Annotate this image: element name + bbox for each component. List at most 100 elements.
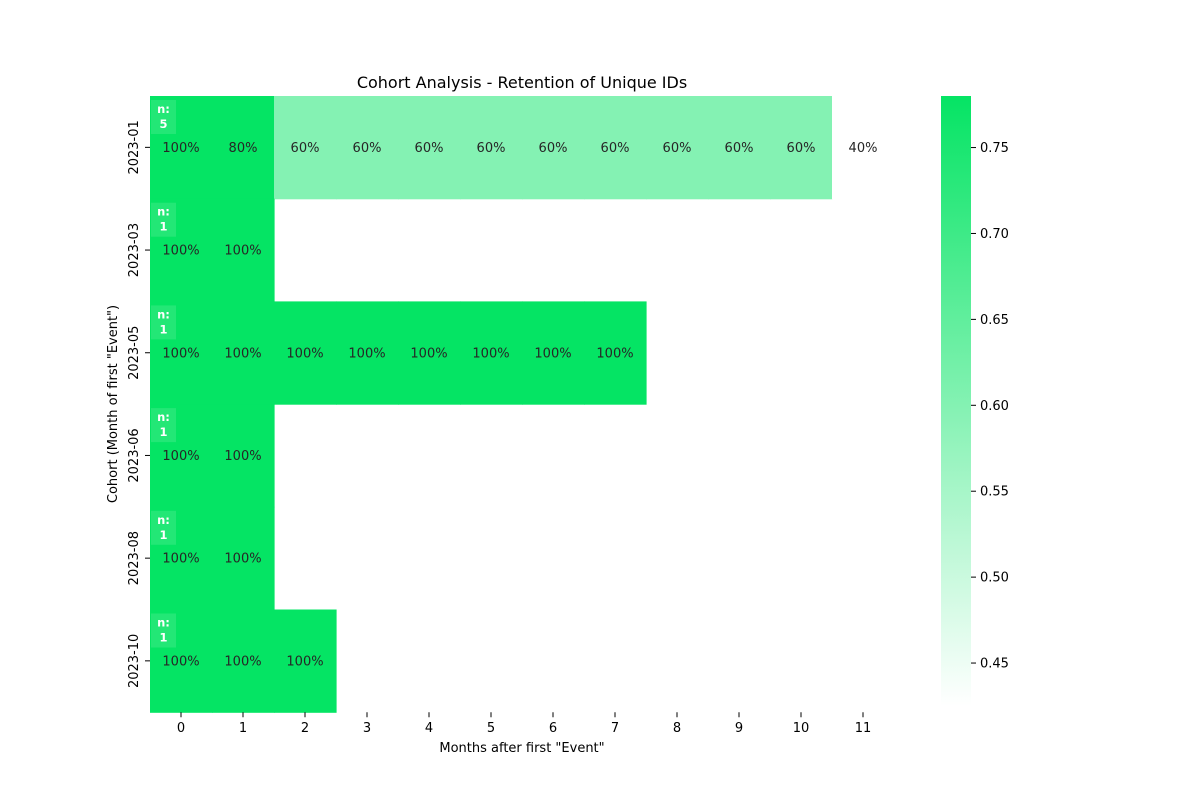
x-tick-label: 1 — [239, 721, 247, 736]
x-tick-label: 5 — [487, 721, 495, 736]
heatmap-cell — [212, 198, 275, 302]
cell-value-label: 100% — [224, 346, 261, 361]
heatmap-cell — [522, 301, 585, 405]
cell-value-label: 100% — [224, 244, 261, 259]
colorbar-tick-label: 0.55 — [980, 485, 1009, 500]
y-tick-label: 2023-03 — [127, 223, 142, 277]
colorbar-tick-label: 0.75 — [980, 141, 1009, 156]
x-tick-label: 2 — [301, 721, 309, 736]
colorbar: 0.45 0.50 0.55 0.60 0.65 0.70 0.75 — [941, 96, 1009, 706]
colorbar-tick-label: 0.65 — [980, 313, 1009, 328]
y-tick-label: 2023-05 — [127, 326, 142, 380]
cell-value-label: 100% — [286, 654, 323, 669]
cohort-size-label: 1 — [159, 631, 167, 645]
cohort-size-badge — [151, 202, 176, 237]
heatmap-cell — [212, 609, 275, 713]
cohort-size-badge — [151, 100, 176, 134]
colorbar-tick-label: 0.60 — [980, 399, 1009, 414]
cohort-size-label: n: — [157, 205, 170, 219]
cell-value-label: 100% — [224, 552, 261, 567]
cohort-size-label: 5 — [159, 117, 167, 131]
heatmap-cell — [584, 301, 647, 405]
heatmap-cell — [212, 506, 275, 611]
cohort-size-badge — [151, 510, 176, 545]
cohort-size-badge — [151, 408, 176, 443]
cohort-size-label: 1 — [159, 322, 167, 336]
heatmap-cell — [398, 96, 461, 200]
cell-value-label: 100% — [472, 346, 509, 361]
cohort-size-label: 1 — [159, 425, 167, 439]
cell-value-label: 60% — [787, 141, 816, 156]
x-tick-label: 9 — [735, 721, 743, 736]
heatmap-cell — [274, 96, 337, 200]
heatmap-cell — [274, 609, 337, 713]
cell-value-label: 60% — [539, 141, 568, 156]
heatmap-cell — [150, 609, 213, 713]
x-tick-label: 11 — [855, 721, 872, 736]
cohort-size-label: 1 — [159, 528, 167, 542]
cohort-size-label: n: — [157, 616, 170, 630]
cell-value-label: 100% — [286, 346, 323, 361]
y-axis-label: Cohort (Month of first "Event") — [106, 305, 121, 503]
heatmap-cell — [150, 404, 213, 508]
cell-value-label: 100% — [224, 654, 261, 669]
x-axis-label: Months after first "Event" — [439, 741, 604, 756]
x-tick-label: 3 — [363, 721, 371, 736]
cell-value-label: 100% — [162, 449, 199, 464]
heatmap-cells: 100% 80% 60% 60% 60% 60% 60% 60% 60% 60% 60% 40% 100… — [150, 96, 895, 713]
cell-value-label: 100% — [596, 346, 633, 361]
cell-value-label: 100% — [534, 346, 571, 361]
cell-value-label: 60% — [353, 141, 382, 156]
cell-value-label: 100% — [162, 244, 199, 259]
y-tick-label: 2023-08 — [127, 531, 142, 585]
heatmap-cell — [150, 506, 213, 611]
heatmap-cell — [646, 96, 709, 200]
cohort-size-label: n: — [157, 307, 170, 321]
cell-value-label: 60% — [601, 141, 630, 156]
heatmap-cell — [770, 96, 833, 200]
heatmap-cell — [584, 96, 647, 200]
cell-value-label: 100% — [162, 346, 199, 361]
heatmap-cell — [212, 404, 275, 508]
cohort-size-label: n: — [157, 410, 170, 424]
cell-value-label: 40% — [849, 141, 878, 156]
cohort-size-badge — [151, 305, 176, 340]
cell-value-label: 80% — [229, 141, 258, 156]
colorbar-tick-label: 0.50 — [980, 571, 1009, 586]
cell-value-label: 100% — [224, 449, 261, 464]
colorbar-tick-label: 0.70 — [980, 227, 1009, 242]
cohort-size-label: 1 — [159, 220, 167, 234]
heatmap-cell — [336, 301, 399, 405]
x-axis: 0 1 2 3 4 5 6 7 8 9 10 11 — [177, 712, 871, 736]
cell-value-label: 60% — [291, 141, 320, 156]
heatmap-cell — [274, 301, 337, 405]
y-axis: 2023-01 2023-03 2023-05 2023-06 2023-08 2023-… — [127, 120, 150, 688]
cohort-size-label: n: — [157, 513, 170, 527]
heatmap-cell — [398, 301, 461, 405]
heatmap-cell — [150, 301, 213, 405]
cell-value-label: 100% — [162, 552, 199, 567]
colorbar-gradient — [941, 96, 971, 706]
heatmap-cell — [150, 96, 213, 200]
colorbar-tick-label: 0.45 — [980, 657, 1009, 672]
cohort-size-badges: n:5n:1n:1n:1n:1n:1 — [151, 100, 176, 648]
cell-value-label: 60% — [415, 141, 444, 156]
heatmap-cell — [336, 96, 399, 200]
heatmap-cell — [460, 301, 523, 405]
y-tick-label: 2023-10 — [127, 634, 142, 688]
cell-value-label: 100% — [348, 346, 385, 361]
cell-value-label: 100% — [162, 654, 199, 669]
x-tick-label: 4 — [425, 721, 433, 736]
y-tick-label: 2023-01 — [127, 120, 142, 174]
x-tick-label: 10 — [793, 721, 810, 736]
cell-value-label: 100% — [162, 141, 199, 156]
cell-value-label: 60% — [725, 141, 754, 156]
cell-value-label: 60% — [477, 141, 506, 156]
y-tick-label: 2023-06 — [127, 428, 142, 482]
heatmap-cell — [832, 96, 895, 200]
heatmap-cell — [522, 96, 585, 200]
x-tick-label: 6 — [549, 721, 557, 736]
x-tick-label: 7 — [611, 721, 619, 736]
